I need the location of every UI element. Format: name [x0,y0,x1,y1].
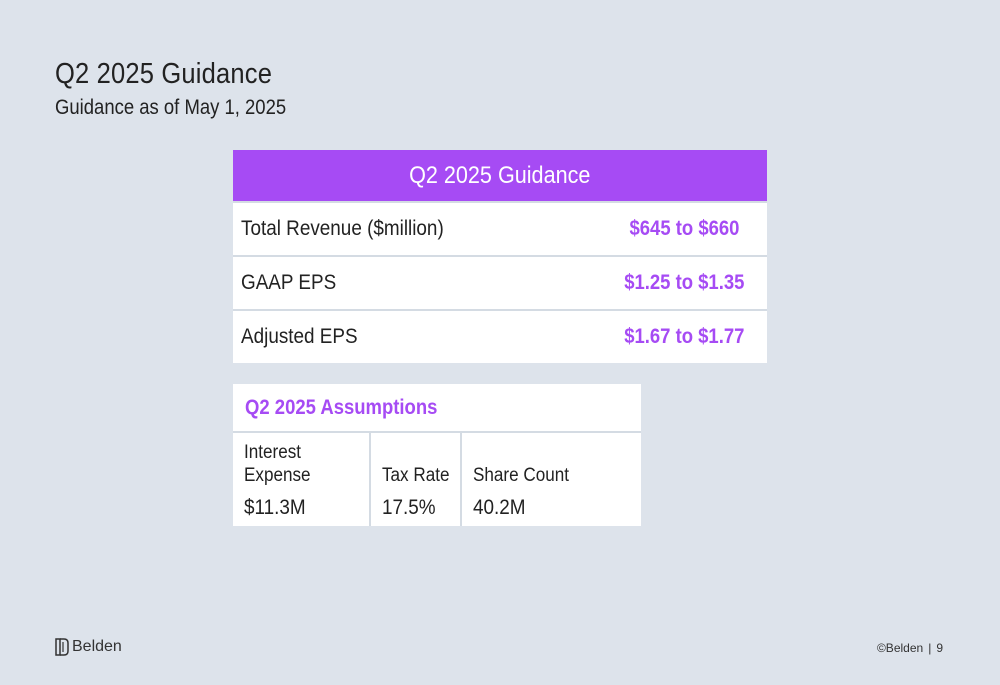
footer-info: ©Belden | 9 [877,641,943,655]
row-value-adjusted-eps: $1.67 to $1.77 [623,325,745,348]
row-label-adjusted-eps: Adjusted EPS [241,325,358,348]
belden-logo-icon [55,638,69,656]
guidance-table-header: Q2 2025 Guidance [233,150,767,201]
belden-logo: Belden [55,638,122,656]
assumption-value: 40.2M [473,496,526,519]
assumptions-table: Q2 2025 Assumptions Interest Expense $11… [233,384,641,526]
assumption-label: Share Count [473,465,570,486]
assumption-value: 17.5% [382,496,436,519]
page-number: 9 [936,641,943,655]
assumptions-title: Q2 2025 Assumptions [233,384,641,433]
guidance-table-title: Q2 2025 Guidance [409,161,591,189]
row-label-gaap-eps: GAAP EPS [241,271,337,294]
assumption-label: Tax Rate [382,465,450,486]
logo-text: Belden [72,638,122,655]
table-row: GAAP EPS $1.25 to $1.35 [233,255,767,309]
assumption-label: Interest Expense [244,442,311,486]
copyright-text: ©Belden [876,641,924,655]
row-value-total-revenue: $645 to $660 [629,217,739,240]
assumption-interest-expense: Interest Expense $11.3M [233,433,369,526]
row-label-total-revenue: Total Revenue ($million) [241,217,444,240]
page-title: Q2 2025 Guidance [55,58,273,90]
assumption-tax-rate: Tax Rate 17.5% [369,433,460,526]
page-subtitle: Guidance as of May 1, 2025 [55,96,287,119]
assumption-value: $11.3M [244,496,306,519]
assumption-share-count: Share Count 40.2M [460,433,641,526]
table-row: Total Revenue ($million) $645 to $660 [233,201,767,255]
table-row: Adjusted EPS $1.67 to $1.77 [233,309,767,363]
guidance-table: Q2 2025 Guidance Total Revenue ($million… [233,150,767,363]
assumptions-title-text: Q2 2025 Assumptions [245,395,438,419]
row-value-gaap-eps: $1.25 to $1.35 [623,271,745,294]
footer-separator: | [928,641,932,655]
